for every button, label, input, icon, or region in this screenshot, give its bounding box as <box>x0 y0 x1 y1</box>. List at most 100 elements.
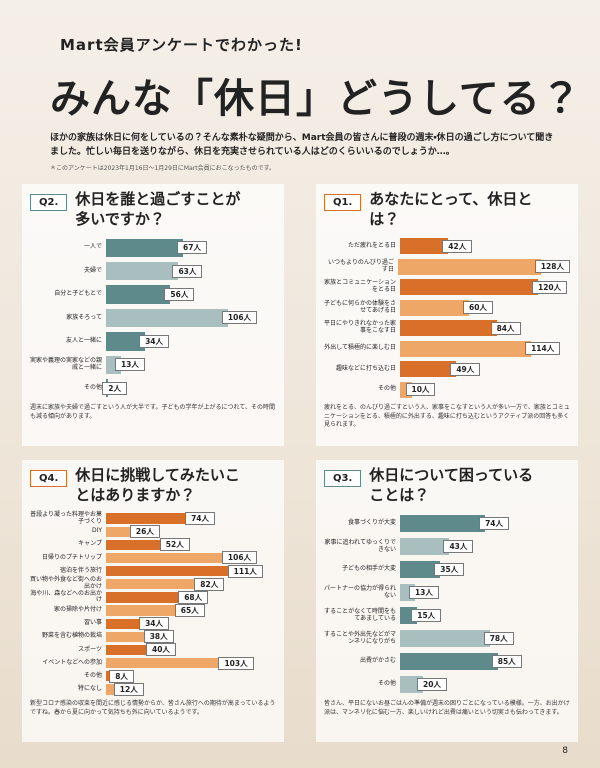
category-label: キャンプ <box>78 540 102 548</box>
bar <box>106 526 136 537</box>
bar-row: 特になし 12人 <box>30 682 276 696</box>
bar-row: パートナーの協力が得られない 13人 <box>324 581 570 604</box>
bar <box>106 332 146 351</box>
value-label: 34人 <box>139 334 170 348</box>
bar <box>397 258 541 275</box>
value-label: 85人 <box>491 655 522 668</box>
bar-row: することがなくて時間をもてあましている 15人 <box>324 604 570 627</box>
value-label: 26人 <box>129 525 160 539</box>
value-label: 74人 <box>185 512 216 526</box>
category-label: 平日にやりきれなかった家事をこなす日 <box>324 320 397 335</box>
question-label: Q4. <box>30 470 68 487</box>
bar <box>106 631 150 642</box>
value-label: 2人 <box>102 381 128 395</box>
category-label: いつもよりのんびり過ごす日 <box>328 258 394 273</box>
value-label: 56人 <box>164 288 195 302</box>
bar <box>106 579 201 590</box>
chart-title: 休日について困っていることは？ <box>369 466 534 504</box>
note: ＊このアンケートは2023年1月16日～1月29日にMart会員におこなったもの… <box>50 165 276 172</box>
caption: 皆さん、平日にないお昼ごはんの準備が週末の困りごとになっている模様。一方、お出か… <box>324 700 570 716</box>
bar-row: 買い物や外食など街へのお出かけ 82人 <box>30 576 276 591</box>
bar <box>400 537 450 556</box>
value-label: 82人 <box>194 577 225 591</box>
bar-row: 食事づくりが大変 74人 <box>324 512 570 535</box>
chart-title: 休日に挑戦してみたいことはありますか？ <box>75 466 240 504</box>
bar <box>400 320 497 337</box>
value-label: 63人 <box>172 264 203 278</box>
bar <box>106 644 152 656</box>
category-label: 普段より凝った料理やお菓子づくり <box>30 510 102 525</box>
bar <box>106 308 228 328</box>
bar <box>400 238 449 255</box>
bar-list: ただ疲れをとる日 42人 いつもよりのんびり過ごす日 128人 家族とコミュニケーション… <box>324 236 570 400</box>
question-label: Q3. <box>324 470 362 487</box>
value-label: 12人 <box>113 682 144 696</box>
bar-list: 普段より凝った料理やお菓子づくり 74人 DIY 26人 キャンプ 52人 日帰りのプチトリ… <box>30 510 276 696</box>
value-label: 40人 <box>146 643 176 657</box>
value-label: 38人 <box>143 630 174 644</box>
category-label: その他 <box>83 671 102 679</box>
category-label: 友人と一緒に <box>65 336 102 344</box>
bar <box>400 299 469 316</box>
chart-header: Q4. 休日に挑戦してみたいことはありますか？ <box>30 466 276 512</box>
caption: 週末に家族や夫婦で過ごすという人が大半です。子どもの学年が上がるにつれて、その時… <box>30 403 275 420</box>
category-label: 宿泊を伴う旅行 <box>59 566 102 574</box>
bar-row: その他 8人 <box>30 669 276 683</box>
bar <box>400 514 486 533</box>
category-label: 家の掃除や片付け <box>53 606 102 614</box>
bar-row: 日帰りのプチトリップ 106人 <box>30 551 276 565</box>
value-label: 15人 <box>411 609 442 622</box>
value-label: 10人 <box>405 383 436 397</box>
category-label: イベントなどへの参加 <box>42 658 102 666</box>
value-label: 43人 <box>443 540 474 553</box>
category-label: することや外出先などがマンネリになりがち <box>324 630 397 645</box>
value-label: 84人 <box>490 321 521 335</box>
category-label: 習い事 <box>83 619 102 627</box>
category-label: DIY <box>91 527 102 535</box>
category-label: 家族とコミュニケーションをとる日 <box>324 279 396 294</box>
kicker: Mart会員アンケートでわかった! <box>60 36 303 54</box>
chart-header: Q3. 休日について困っていることは？ <box>324 466 570 512</box>
value-label: 60人 <box>463 301 493 315</box>
bar-row: その他 2人 <box>30 377 276 400</box>
category-label: 外出して積極的に楽しむ日 <box>324 344 396 352</box>
category-label: 子どもに何らかの体験をさせてあげる日 <box>324 299 397 314</box>
bar <box>106 539 166 550</box>
bar-row: 海や川、森などへのお出かけ 68人 <box>30 590 276 604</box>
bar-row: 宿泊を伴う旅行 111人 <box>30 564 276 578</box>
value-label: 65人 <box>174 604 205 618</box>
category-label: 趣味などに打ち込む日 <box>335 364 396 372</box>
bar-row: 外出して積極的に楽しむ日 114人 <box>324 339 570 360</box>
bar <box>106 238 184 257</box>
bar-row: その他 20人 <box>324 673 570 696</box>
value-label: 103人 <box>218 656 254 670</box>
category-label: 子どもの相手が大変 <box>341 565 396 573</box>
category-label: 一人で <box>83 243 102 251</box>
category-label: スポーツ <box>78 645 102 653</box>
chart-header: Q2. 休日を誰と過ごすことが多いですか？ <box>30 190 276 236</box>
bar-row: 野菜を含む植物の栽培 38人 <box>30 630 276 644</box>
value-label: 106人 <box>221 551 258 565</box>
bar-row: 家族そろって 106人 <box>30 306 276 329</box>
bar-row: 子どもに何らかの体験をさせてあげる日 60人 <box>324 298 570 319</box>
value-label: 20人 <box>417 678 447 691</box>
category-label: 夫婦で <box>83 266 102 274</box>
bar-row: イベントなどへの参加 103人 <box>30 656 276 670</box>
bar-row: 習い事 34人 <box>30 617 276 631</box>
chart-title: あなたにとって、休日とは？ <box>369 190 533 228</box>
bar-row: DIY 26人 <box>30 525 276 539</box>
bar <box>106 262 179 281</box>
question-label: Q2. <box>30 194 68 211</box>
bar <box>400 361 457 378</box>
bar <box>400 279 538 296</box>
category-label: ただ疲れをとる日 <box>347 241 396 249</box>
bar-row: ただ疲れをとる日 42人 <box>324 236 570 257</box>
bar <box>106 285 171 304</box>
chart-header: Q1. あなたにとって、休日とは？ <box>324 190 570 236</box>
category-label: 日帰りのプチトリップ <box>41 553 102 561</box>
bar <box>106 552 228 564</box>
bar <box>106 684 120 695</box>
bar-row: 実家や義理の実家などの親戚と一緒に 13人 <box>30 353 276 376</box>
bar-list: 食事づくりが大変 74人 家事に追われてゆっくりできない 43人 子どもの相手が大変 35… <box>324 512 570 696</box>
category-label: 食事づくりが大変 <box>347 519 396 527</box>
